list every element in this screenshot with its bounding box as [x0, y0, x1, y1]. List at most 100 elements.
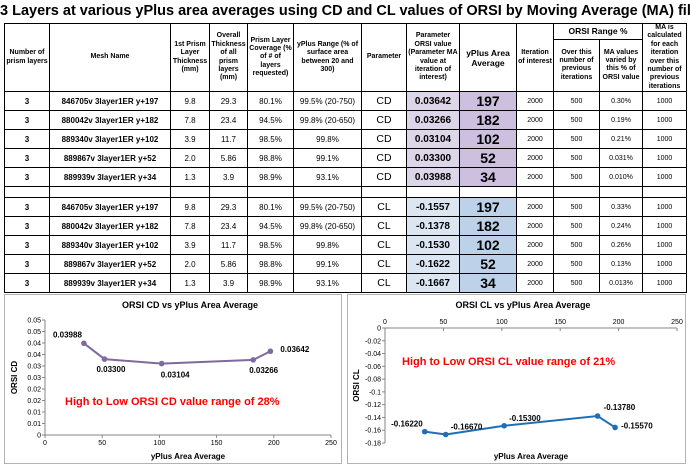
data-label: 0.03104: [161, 371, 190, 380]
data-point: [612, 424, 618, 431]
cell-mesh: 846705v 3layer1ER y+197: [49, 197, 171, 218]
chart-title: ORSI CL vs yPlus Area Average: [456, 300, 591, 310]
cell-param-value: -0.1622: [406, 254, 460, 275]
data-point: [250, 357, 257, 363]
cell-layers: 3: [4, 167, 50, 188]
cell-coverage: 94.5%: [247, 216, 294, 237]
data-label: -0.13780: [604, 403, 636, 412]
cell-mesh: 880042v 3layer1ER y+182: [49, 110, 171, 131]
cell-param-value: -0.1530: [406, 235, 460, 256]
cell-overall: 23.4: [209, 216, 248, 237]
cell-first-prism: 1.3: [170, 167, 210, 188]
cell-parameter: CL: [361, 216, 407, 237]
cell-overall: 3.9: [209, 273, 248, 294]
cell-mesh: 846705v 3layer1ER y+197: [49, 91, 171, 112]
data-point: [442, 431, 449, 438]
cell-yplus-range: 93.1%: [293, 167, 362, 188]
cell-over-previous: 500: [553, 197, 600, 218]
cl-chart: ORSI CL vs yPlus Area Average 0 -0.02 -0.04…: [352, 300, 683, 461]
x-tick-label: 250: [325, 440, 337, 447]
cell-first-prism: 7.8: [170, 110, 210, 131]
y-tick-label: 0.01: [27, 410, 41, 417]
cell-iteration: 2000: [516, 254, 554, 275]
cell-ma-calc: 1000: [642, 273, 688, 294]
x-tick-label: 200: [268, 440, 280, 447]
table-row: 3 846705v 3layer1ER y+197 9.8 29.3 80.1% 99.5…: [4, 197, 688, 218]
cell-first-prism: 2.0: [170, 148, 210, 169]
header-iteration: Iteration of interest: [516, 22, 554, 93]
series-line: [83, 342, 271, 365]
y-tick-label: -0.16: [365, 428, 381, 435]
cell-layers: 3: [4, 254, 50, 275]
header-yplus-avg: yPlus Area Average: [459, 22, 517, 93]
cell-overall: 5.86: [209, 254, 248, 275]
table-row: 3 889939v 3layer1ER y+34 1.3 3.9 98.9% 93.1% C…: [4, 273, 688, 294]
y-tick-label: 0.02: [27, 398, 41, 405]
cell-mesh: 889340v 3layer1ER y+102: [49, 129, 171, 150]
y-tick-label: 0.01: [27, 421, 41, 428]
y-tick-label: -0.08: [365, 377, 381, 384]
chart-title: ORSI CD vs yPlus Area Average: [122, 300, 258, 310]
cell-overall: 11.7: [209, 129, 248, 150]
cell-overall: 29.3: [209, 91, 248, 112]
y-tick-label: 0.03: [27, 375, 41, 382]
data-label: -0.16220: [391, 420, 423, 429]
cell-over-previous: 500: [553, 167, 600, 188]
cell-ma-calc: 1000: [642, 110, 688, 131]
cell-mesh: 889939v 3layer1ER y+34: [49, 273, 171, 294]
cell-first-prism: 3.9: [170, 235, 210, 256]
data-point: [101, 356, 108, 362]
x-tick-label: 100: [496, 319, 508, 326]
cell-first-prism: 9.8: [170, 91, 210, 112]
range-annotation: High to Low ORSI CL value range of 21%: [402, 356, 615, 368]
cell-parameter: CD: [361, 91, 407, 112]
cell-parameter: CD: [361, 167, 407, 188]
y-tick-label: 0.04: [27, 352, 41, 359]
data-point: [594, 413, 601, 419]
cell-overall: 23.4: [209, 110, 248, 131]
cell-param-value: 0.03104: [406, 129, 460, 150]
cell-yplus-range: 99.5% (20-750): [293, 197, 362, 218]
cell-yplus-range: 99.8%: [293, 235, 362, 256]
header-coverage: Prism Layer Coverage (% of # of layers r…: [247, 22, 294, 93]
y-tick-label: 0: [37, 433, 41, 440]
cell-over-previous: 500: [553, 91, 600, 112]
x-axis-title: yPlus Area Average: [494, 452, 569, 461]
cell-param-value: -0.1557: [406, 197, 460, 218]
header-mesh-name: Mesh Name: [49, 22, 171, 93]
data-label: 0.03988: [53, 330, 82, 339]
x-axis-title: yPlus Area Average: [151, 452, 226, 461]
data-point: [81, 340, 87, 347]
cell-over-previous: 500: [553, 235, 600, 256]
y-tick-label: 0: [377, 326, 381, 333]
cell-yplus-range: 99.8%: [293, 129, 362, 150]
header-parameter: Parameter: [361, 22, 407, 93]
x-tick-label: 150: [211, 440, 223, 447]
y-tick-label: 0.05: [27, 318, 41, 325]
cell-ma-calc: 1000: [642, 129, 688, 150]
cell-coverage: 80.1%: [247, 197, 294, 218]
cell-layers: 3: [4, 197, 50, 218]
header-first-prism: 1st Prism Layer Thickness (mm): [170, 22, 210, 93]
cell-parameter: CD: [361, 148, 407, 169]
data-label: 0.03642: [280, 345, 309, 354]
y-tick-label: -0.18: [365, 441, 381, 448]
cell-iteration: 2000: [516, 197, 554, 218]
table-row: 3 889340v 3layer1ER y+102 3.9 11.7 98.5% 99.8…: [4, 129, 688, 150]
page-title: 3 Layers at various yPlus area averages …: [0, 3, 690, 19]
cell-iteration: 2000: [516, 235, 554, 256]
x-tick-label: 200: [613, 319, 625, 326]
cell-first-prism: 9.8: [170, 197, 210, 218]
cell-yplus-range: 93.1%: [293, 273, 362, 294]
cell-parameter: CD: [361, 110, 407, 131]
results-table: Number of prism layers Mesh Name 1st Pri…: [4, 22, 688, 294]
data-label: 0.03300: [96, 365, 125, 374]
y-tick-label: 0.03: [27, 364, 41, 371]
cell-ma-calc: 1000: [642, 167, 688, 188]
cell-mesh: 880042v 3layer1ER y+182: [49, 216, 171, 237]
y-tick-label: -0.06: [365, 364, 381, 371]
cell-param-value: 0.03988: [406, 167, 460, 188]
header-ma-calc: MA is calculated for each iteration over…: [642, 22, 688, 93]
cell-mesh: 889867v 3layer1ER y+52: [49, 148, 171, 169]
cell-over-previous: 500: [553, 148, 600, 169]
